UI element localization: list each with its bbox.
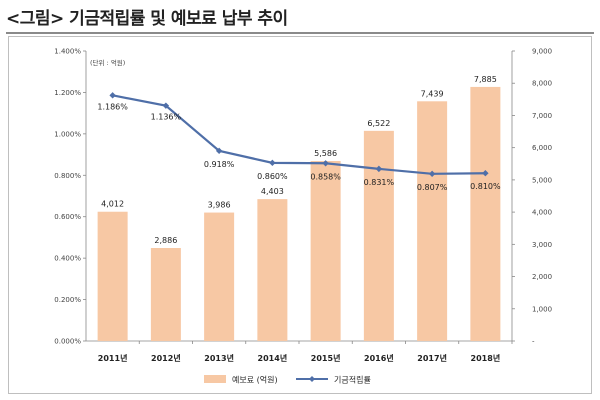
- line-point: [162, 102, 170, 109]
- left-tick-label: 1.000%: [54, 130, 81, 138]
- left-tick-label: 0.400%: [54, 255, 81, 263]
- bar: [470, 86, 501, 341]
- right-tick-label: 1,000: [532, 305, 552, 313]
- left-tick-label: 0.000%: [54, 338, 81, 346]
- left-tick-label: 1.400%: [54, 48, 81, 56]
- line-value-label: 0.860%: [257, 172, 288, 181]
- line-value-label: 1.186%: [97, 102, 128, 111]
- title-rule: [6, 32, 594, 34]
- line-value-label: 0.918%: [204, 160, 235, 169]
- x-tick-label: 2014년: [258, 353, 288, 363]
- right-tick-label: 4,000: [532, 209, 552, 217]
- right-tick-label: 7,000: [532, 112, 552, 120]
- bar-value-label: 7,439: [421, 89, 444, 98]
- legend-bar-label: 예보료 (억원): [232, 375, 278, 385]
- bar: [97, 211, 128, 341]
- bar-value-label: 7,885: [474, 75, 497, 84]
- left-tick-label: 0.600%: [54, 213, 81, 221]
- left-tick-label: 0.200%: [54, 296, 81, 304]
- line-path: [112, 94, 486, 175]
- bar: [204, 212, 235, 341]
- chart-frame: [8, 36, 592, 394]
- bar-value-label: 5,586: [314, 149, 337, 158]
- line-point: [322, 160, 329, 167]
- bar: [417, 101, 448, 341]
- bar: [310, 161, 341, 341]
- right-tick-label: 9,000: [532, 48, 552, 56]
- x-tick-label: 2018년: [471, 353, 501, 363]
- x-tick-label: 2011년: [98, 353, 128, 363]
- data-labels: 4,012 2,886 3,986 4,403 5,586 6,522 7,439 7,885…: [97, 75, 501, 245]
- right-tick-label: 6,000: [532, 144, 552, 152]
- x-tick-label: 2016년: [364, 353, 394, 363]
- line-point: [269, 159, 276, 167]
- line-point: [215, 147, 223, 155]
- line-point: [109, 92, 116, 99]
- bar: [150, 248, 181, 341]
- bar-value-label: 4,403: [261, 187, 284, 196]
- bar-value-label: 6,522: [367, 119, 390, 128]
- bar-value-label: 4,012: [101, 200, 124, 209]
- x-tick-label: 2012년: [151, 353, 181, 363]
- line-point: [428, 170, 436, 178]
- left-tick-label: 1.200%: [54, 89, 81, 97]
- unit-label: (단위 : 억원): [90, 58, 125, 67]
- bar: [257, 199, 288, 341]
- right-tick-label: 3,000: [532, 241, 552, 249]
- x-tick-label: 2013년: [204, 353, 234, 363]
- line-series: [109, 92, 489, 178]
- right-tick-label: 5,000: [532, 176, 552, 184]
- line-value-label: 0.807%: [417, 183, 448, 192]
- line-value-label: 1.136%: [151, 113, 182, 122]
- right-tick-label: 8,000: [532, 80, 552, 88]
- left-tick-label: 0.800%: [54, 172, 81, 180]
- chart-title: <그림> 기금적립률 및 예보료 납부 추이: [6, 9, 288, 29]
- legend-bar-swatch: [204, 375, 226, 383]
- bar-series: [97, 86, 501, 341]
- right-tick-label: 2,000: [532, 273, 552, 281]
- line-point: [375, 165, 383, 173]
- line-value-label: 0.858%: [310, 172, 341, 181]
- x-tick-label: 2015년: [311, 353, 341, 363]
- right-tick-label: -: [532, 338, 535, 346]
- line-value-label: 0.810%: [470, 182, 501, 191]
- line-value-label: 0.831%: [364, 178, 395, 187]
- legend-line-label: 기금적립률: [334, 375, 371, 385]
- legend: 예보료 (억원) 기금적립률: [204, 375, 371, 385]
- bar: [363, 130, 394, 341]
- bar-value-label: 2,886: [154, 236, 177, 245]
- x-tick-label: 2017년: [417, 353, 447, 363]
- bar-value-label: 3,986: [208, 201, 231, 210]
- line-point: [482, 170, 489, 177]
- legend-line-marker: [309, 376, 315, 382]
